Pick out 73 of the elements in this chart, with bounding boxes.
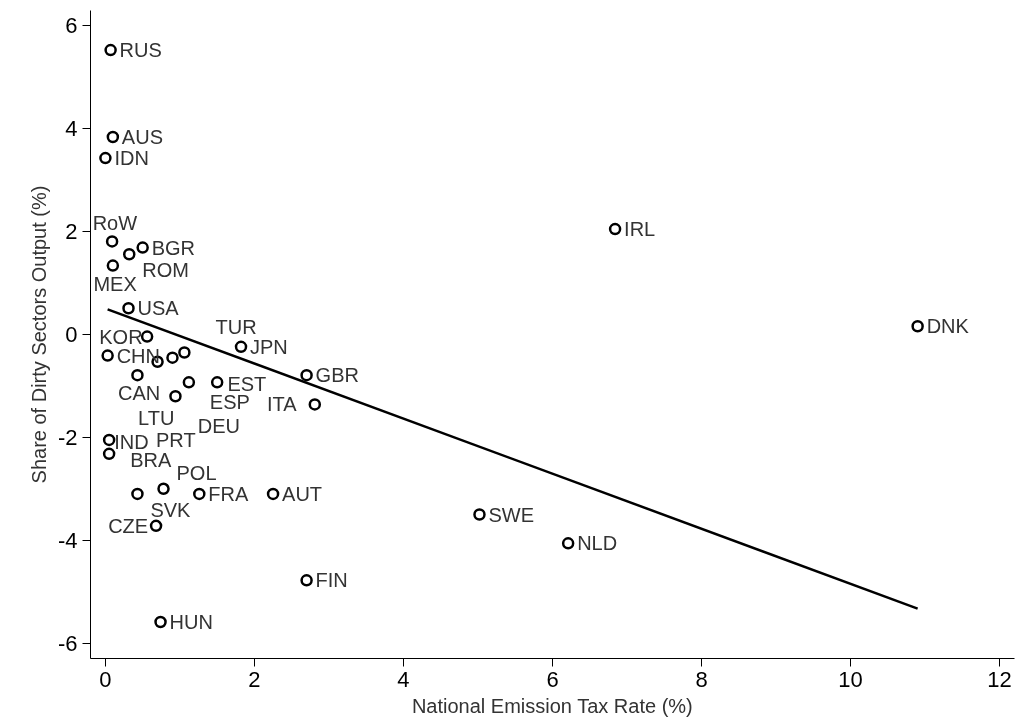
- annotation: RUS: [119, 39, 162, 62]
- point: [157, 482, 170, 496]
- point: [182, 376, 196, 389]
- x-tick-label: 4: [397, 666, 410, 692]
- annotation: BGR: [151, 236, 196, 259]
- point: [178, 346, 191, 359]
- point: [102, 447, 116, 461]
- annotation: HUN: [169, 610, 213, 633]
- point: [911, 320, 924, 333]
- annotation: IDN: [114, 147, 149, 170]
- x-tick-label: 8: [695, 666, 708, 692]
- annotation: IRL: [624, 218, 656, 241]
- y-tick-label: -6: [57, 630, 78, 656]
- point: [154, 615, 167, 629]
- point: [266, 487, 280, 501]
- point: [99, 151, 112, 165]
- point: [104, 43, 117, 57]
- point: [308, 398, 322, 411]
- annotation: SVK: [150, 498, 192, 521]
- annotation: AUT: [282, 482, 323, 505]
- point: [123, 248, 136, 261]
- annotation: FIN: [315, 569, 348, 592]
- point: [106, 259, 120, 272]
- annotation: USA: [137, 297, 180, 320]
- y-tick-label: -2: [57, 424, 78, 450]
- annotation: TUR: [215, 315, 257, 338]
- point: [169, 389, 182, 403]
- annotation: POL: [176, 461, 217, 484]
- annotation: GBR: [315, 364, 359, 387]
- point: [300, 368, 313, 382]
- annotation: FRA: [208, 482, 249, 505]
- point: [131, 368, 144, 382]
- point: [608, 222, 622, 236]
- point: [136, 241, 149, 254]
- x-tick-label: 0: [99, 666, 112, 692]
- annotation: MEX: [93, 272, 137, 295]
- annotation: ITA: [266, 393, 298, 416]
- point: [193, 487, 206, 501]
- annotation: ROM: [142, 259, 189, 282]
- annotation: CZE: [108, 514, 149, 537]
- point: [131, 487, 144, 501]
- annotation: LTU: [138, 406, 175, 429]
- annotation: RoW: [92, 212, 138, 235]
- y-tick-label: 0: [65, 322, 78, 347]
- x-tick-label: 10: [838, 666, 863, 692]
- y-tick-label: 2: [65, 219, 78, 245]
- x-tick-label: 6: [546, 666, 559, 692]
- point: [102, 433, 116, 447]
- annotation: NLD: [577, 532, 618, 555]
- annotation: DEU: [197, 415, 240, 438]
- point: [561, 537, 575, 550]
- point: [106, 130, 120, 144]
- point: [166, 351, 179, 364]
- point: [101, 349, 114, 362]
- x-tick-label: 12: [987, 666, 1012, 692]
- point: [122, 302, 135, 315]
- annotation: SWE: [488, 503, 535, 526]
- y-tick-label: 4: [65, 116, 78, 142]
- point: [105, 235, 119, 248]
- annotation: CAN: [118, 382, 161, 405]
- point: [210, 376, 224, 389]
- x-axis-title: National Emission Tax Rate (%): [411, 694, 693, 717]
- point: [234, 340, 248, 354]
- point: [300, 574, 313, 587]
- y-tick-label: 6: [65, 13, 78, 39]
- point: [473, 508, 486, 521]
- annotation: JPN: [250, 335, 288, 358]
- annotation: AUS: [121, 126, 163, 149]
- y-axis-title: Share of Dirty Sectors Output (%): [27, 185, 50, 484]
- y-tick-label: -4: [57, 527, 78, 553]
- annotation: DNK: [926, 315, 970, 338]
- point: [149, 519, 163, 533]
- x-tick-label: 2: [248, 666, 261, 692]
